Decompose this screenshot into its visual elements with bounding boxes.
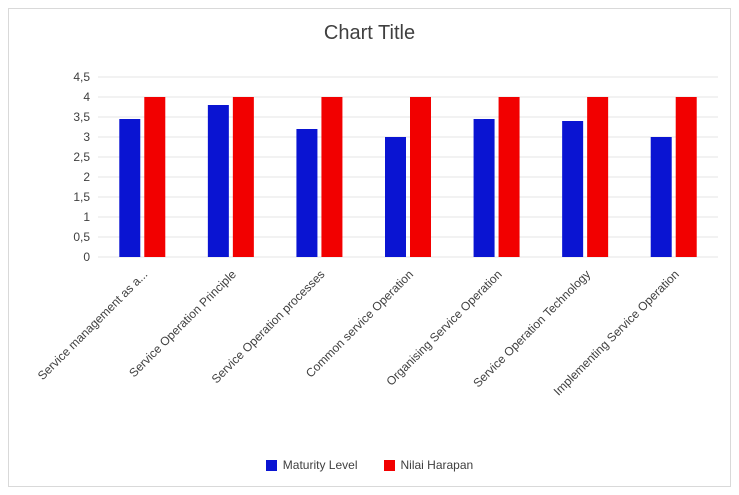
bar-nilai-harapan xyxy=(587,97,609,257)
y-tick-label: 4 xyxy=(83,90,90,104)
legend-swatch-maturity-level xyxy=(265,459,277,471)
y-tick-label: 2,5 xyxy=(73,150,90,164)
bar-nilai-harapan xyxy=(410,97,431,257)
y-tick-label: 3,5 xyxy=(73,110,90,124)
bar-maturity-level xyxy=(385,137,406,257)
bar-maturity-level xyxy=(650,137,672,257)
legend-item-maturity-level: Maturity Level xyxy=(265,458,358,472)
y-tick-label: 0 xyxy=(83,250,90,264)
y-tick-label: 0,5 xyxy=(73,230,90,244)
bar-maturity-level xyxy=(562,121,584,257)
y-tick-label: 1,5 xyxy=(73,190,90,204)
y-tick-label: 2 xyxy=(83,170,90,184)
legend-label-nilai-harapan: Nilai Harapan xyxy=(400,458,474,472)
legend-label-maturity-level: Maturity Level xyxy=(282,458,358,472)
y-tick-label: 4,5 xyxy=(73,70,90,84)
y-tick-label: 3 xyxy=(83,130,90,144)
bar-maturity-level xyxy=(473,119,495,257)
chart-title: Chart Title xyxy=(323,22,416,44)
bar-nilai-harapan xyxy=(321,97,343,257)
bar-maturity-level xyxy=(296,129,318,257)
bar-maturity-level xyxy=(207,105,229,257)
legend-swatch-nilai-harapan xyxy=(383,459,395,471)
legend-item-nilai-harapan: Nilai Harapan xyxy=(383,458,474,472)
bar-nilai-harapan xyxy=(232,97,254,257)
legend: Maturity Level Nilai Harapan xyxy=(0,458,739,472)
bar-nilai-harapan xyxy=(675,97,697,257)
bar-maturity-level xyxy=(119,119,141,257)
bar-nilai-harapan xyxy=(498,97,520,257)
bar-nilai-harapan xyxy=(144,97,166,257)
y-tick-label: 1 xyxy=(83,210,90,224)
